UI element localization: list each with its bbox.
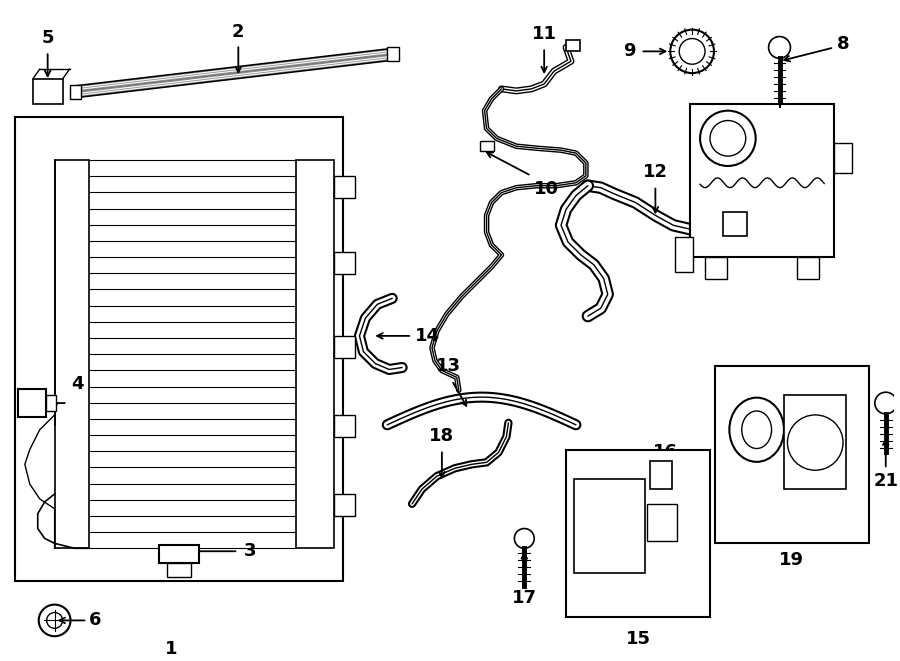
Bar (723, 212, 747, 236)
Bar (675, 237, 693, 272)
Text: 6: 6 (89, 611, 102, 629)
Bar (15, 116, 343, 581)
Text: 4: 4 (71, 375, 84, 393)
Text: 13: 13 (436, 358, 462, 375)
Ellipse shape (742, 411, 771, 449)
Text: 19: 19 (778, 551, 804, 569)
Bar (480, 141, 493, 151)
Bar (32, 79, 63, 104)
Text: 9: 9 (623, 42, 635, 60)
Text: 18: 18 (429, 426, 454, 445)
Bar (705, 257, 727, 278)
Ellipse shape (729, 398, 784, 462)
Bar (690, 104, 834, 257)
Bar (46, 395, 56, 411)
Text: 7: 7 (809, 216, 822, 234)
Text: 15: 15 (626, 631, 651, 648)
Bar (334, 415, 356, 437)
Bar (166, 563, 191, 577)
Bar (647, 504, 677, 541)
Bar (334, 336, 356, 358)
Text: 5: 5 (41, 30, 54, 48)
Bar (715, 366, 868, 543)
Bar (334, 176, 356, 198)
Text: 10: 10 (535, 180, 559, 198)
Text: 1: 1 (165, 640, 177, 658)
Bar (296, 160, 334, 548)
Text: 14: 14 (415, 327, 440, 345)
Text: 17: 17 (512, 589, 536, 607)
Bar (69, 85, 81, 98)
Bar (566, 449, 710, 617)
Bar (18, 389, 46, 417)
Bar (574, 479, 645, 573)
Text: 12: 12 (643, 163, 668, 181)
Bar (334, 494, 356, 516)
Text: 8: 8 (837, 36, 850, 54)
Bar (566, 40, 580, 52)
Bar (334, 252, 356, 274)
Bar (651, 461, 672, 489)
Bar (159, 545, 199, 563)
Text: 20: 20 (737, 401, 762, 419)
Bar (785, 395, 846, 489)
Text: 2: 2 (232, 24, 245, 42)
Text: 21: 21 (873, 472, 898, 490)
Bar (55, 160, 89, 548)
Bar (834, 143, 852, 173)
Text: 3: 3 (244, 542, 256, 561)
Text: 16: 16 (653, 444, 679, 461)
Text: 11: 11 (532, 26, 557, 44)
Bar (797, 257, 819, 278)
Bar (387, 48, 400, 61)
